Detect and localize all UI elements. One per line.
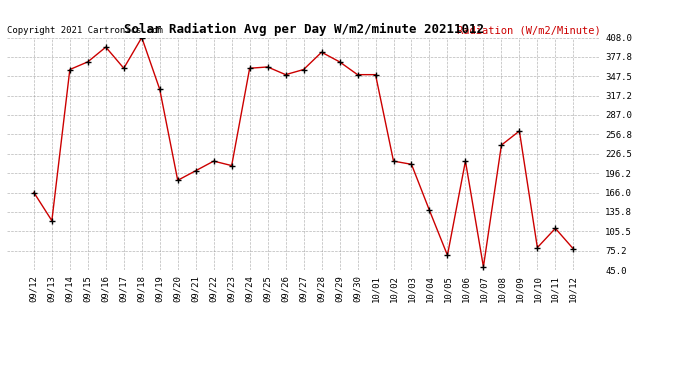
Text: Radiation (W/m2/Minute): Radiation (W/m2/Minute): [457, 25, 600, 35]
Text: Copyright 2021 Cartronics.com: Copyright 2021 Cartronics.com: [7, 26, 163, 35]
Title: Solar Radiation Avg per Day W/m2/minute 20211012: Solar Radiation Avg per Day W/m2/minute …: [124, 23, 484, 36]
